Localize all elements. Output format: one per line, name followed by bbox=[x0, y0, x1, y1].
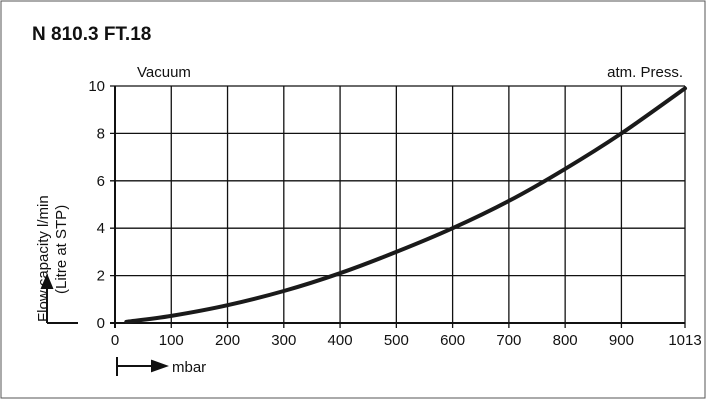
chart-title: N 810.3 FT.18 bbox=[32, 24, 151, 45]
flow-curve bbox=[124, 86, 687, 324]
y-tick-label: 4 bbox=[97, 220, 105, 237]
x-tick-label: 100 bbox=[159, 332, 184, 349]
x-tick-label: 300 bbox=[271, 332, 296, 349]
x-axis-label: mbar bbox=[172, 359, 206, 376]
x-tick-label: 600 bbox=[440, 332, 465, 349]
x-direction-arrow bbox=[116, 357, 169, 376]
x-tick-label: 900 bbox=[609, 332, 634, 349]
x-tick-label: 400 bbox=[328, 332, 353, 349]
x-tick-labels: 0 100 200 300 400 500 600 700 800 900 1013 bbox=[111, 332, 702, 349]
x-tick-label: 700 bbox=[496, 332, 521, 349]
y-tick-label: 0 bbox=[97, 315, 105, 332]
x-tick-label: 1013 bbox=[668, 332, 701, 349]
vacuum-annotation: Vacuum bbox=[137, 64, 191, 81]
chart-grid bbox=[110, 85, 686, 328]
y-axis-label-line1: Flow capacity l/min bbox=[35, 195, 52, 322]
y-axis-label: Flow capacity l/min (Litre at STP) bbox=[35, 195, 70, 322]
x-tick-label: 800 bbox=[553, 332, 578, 349]
y-axis-label-line2: (Litre at STP) bbox=[53, 205, 70, 294]
atm-press-annotation: atm. Press. bbox=[607, 64, 683, 81]
y-direction-arrow bbox=[40, 273, 78, 324]
x-tick-label: 200 bbox=[215, 332, 240, 349]
y-tick-labels: 0 2 4 6 8 10 bbox=[88, 78, 105, 332]
x-tick-label: 500 bbox=[384, 332, 409, 349]
x-tick-label: 0 bbox=[111, 332, 119, 349]
y-tick-label: 8 bbox=[97, 125, 105, 142]
y-tick-label: 6 bbox=[97, 173, 105, 190]
y-tick-label: 2 bbox=[97, 268, 105, 285]
y-tick-label: 10 bbox=[88, 78, 105, 95]
chart-axes bbox=[110, 86, 685, 328]
